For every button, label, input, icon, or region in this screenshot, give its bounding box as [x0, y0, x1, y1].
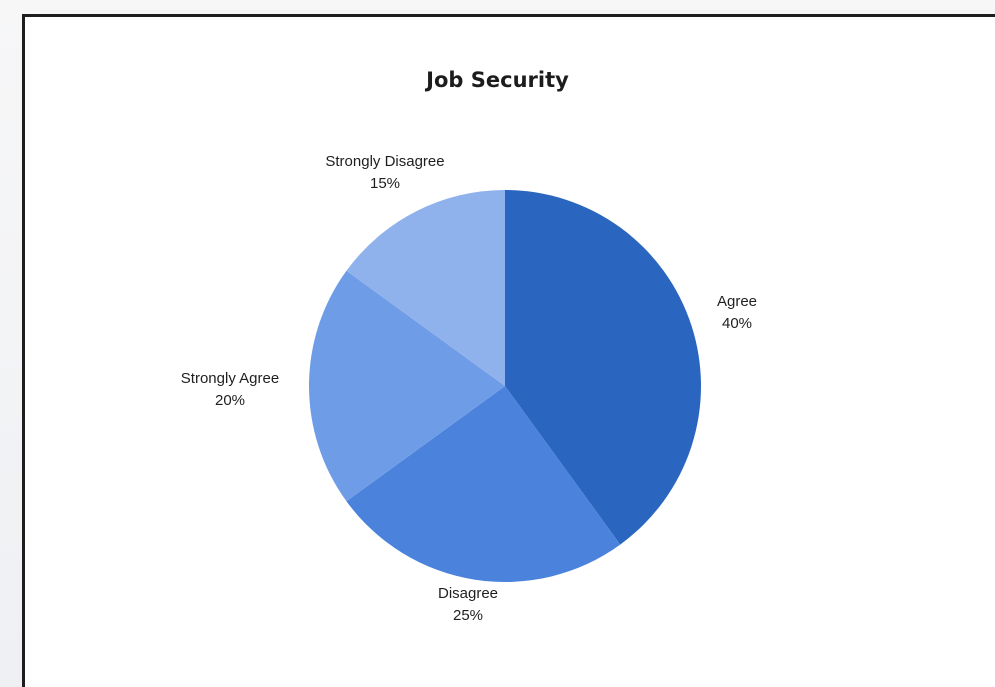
slice-label: Strongly Agree: [181, 370, 279, 387]
chart-title: Job Security: [426, 68, 569, 92]
slice-label: Strongly Disagree: [325, 153, 444, 170]
slice-percent-label: 40%: [722, 315, 752, 332]
pie-slice-disagree: [346, 386, 621, 582]
pie-slice-strongly-agree: [309, 270, 505, 502]
slice-percent-label: 25%: [453, 607, 483, 624]
pie-slice-strongly-disagree: [346, 190, 505, 386]
slice-label: Agree: [717, 293, 757, 310]
slice-percent-label: 15%: [370, 175, 400, 192]
slice-label: Disagree: [438, 585, 498, 602]
pie-slice-agree: [505, 190, 701, 545]
slice-percent-label: 20%: [215, 392, 245, 409]
